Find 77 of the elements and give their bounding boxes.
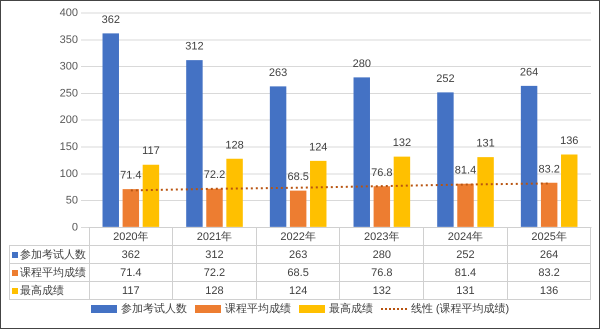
text: 263	[268, 66, 288, 79]
bar	[290, 190, 306, 227]
text: 参加考试人数	[120, 303, 187, 315]
text: 117	[142, 145, 160, 158]
legend-label: 线性 (课程平均成绩)	[410, 302, 510, 316]
text: 124	[309, 141, 328, 154]
data-label: 280	[340, 246, 424, 264]
text: 68.5	[287, 171, 309, 184]
y-tick-label: 250	[60, 87, 78, 100]
legend-label: 课程平均成绩	[10, 264, 89, 282]
data-label: 68.5	[256, 264, 340, 282]
legend-label: 最高成绩	[328, 302, 373, 316]
text: 131	[476, 138, 495, 150]
text: 72.2	[204, 169, 226, 182]
data-label: 76.8	[340, 264, 424, 282]
bar	[437, 92, 454, 227]
bar	[354, 77, 370, 227]
text: 71.4	[120, 170, 142, 182]
line-series	[130, 182, 550, 192]
bar	[186, 60, 203, 227]
data-label: 263	[256, 246, 340, 264]
text: 81.4	[454, 164, 476, 176]
data-label: 131	[424, 282, 508, 300]
text: 362	[102, 14, 120, 26]
data-label: 362	[89, 246, 173, 264]
data-label: 71.4	[89, 264, 173, 282]
data-label: 264	[507, 246, 591, 264]
bar	[102, 33, 119, 227]
text: 课程平均成绩	[224, 303, 291, 315]
bar	[477, 157, 494, 227]
bar	[457, 184, 474, 227]
data-label: 81.4	[424, 264, 508, 282]
bar	[310, 160, 326, 227]
x-tick-label: 2024年	[424, 228, 508, 246]
bar	[561, 154, 578, 227]
y-tick-label: 350	[60, 34, 78, 46]
text: 136	[560, 135, 578, 148]
y-tick-label: 200	[60, 114, 78, 126]
y-tick-label: 300	[60, 60, 78, 73]
text: 280	[352, 58, 371, 70]
x-tick-label: 2022年	[256, 228, 340, 246]
bar	[394, 156, 410, 227]
y-tick-label: 400	[60, 7, 78, 20]
x-tick-label: 2025年	[507, 228, 591, 246]
x-tick-label: 2020年	[89, 228, 173, 246]
text: 76.8	[371, 166, 393, 179]
bar	[142, 164, 160, 227]
data-label: 252	[424, 246, 508, 264]
data-label: 128	[172, 282, 256, 300]
bar	[540, 182, 558, 227]
data-label: 136	[507, 282, 591, 300]
bar	[226, 158, 243, 227]
text: 264	[520, 66, 538, 78]
data-label: 72.2	[172, 264, 256, 282]
legend-label: 参加考试人数	[10, 246, 89, 264]
text: 132	[392, 137, 412, 150]
text: 最高成绩	[20, 285, 64, 298]
bar	[270, 86, 286, 227]
y-tick-label: 0	[72, 221, 78, 234]
y-tick-label: 50	[66, 194, 78, 207]
text: 83.2	[538, 163, 560, 176]
data-label: 124	[256, 282, 340, 300]
bar	[122, 189, 140, 227]
text: 128	[225, 139, 244, 152]
y-tick-label: 100	[60, 168, 78, 180]
data-label: 83.2	[507, 264, 591, 282]
y-tick-label: 150	[60, 141, 78, 154]
data-label: 117	[89, 282, 173, 300]
text: 312	[185, 40, 204, 53]
bar	[374, 186, 390, 227]
x-tick-label: 2021年	[172, 228, 256, 246]
x-tick-label: 2023年	[340, 228, 424, 246]
text: 252	[436, 72, 455, 85]
data-label: 132	[340, 282, 424, 300]
bar	[520, 86, 538, 227]
data-label: 312	[172, 246, 256, 264]
bar	[206, 188, 223, 227]
